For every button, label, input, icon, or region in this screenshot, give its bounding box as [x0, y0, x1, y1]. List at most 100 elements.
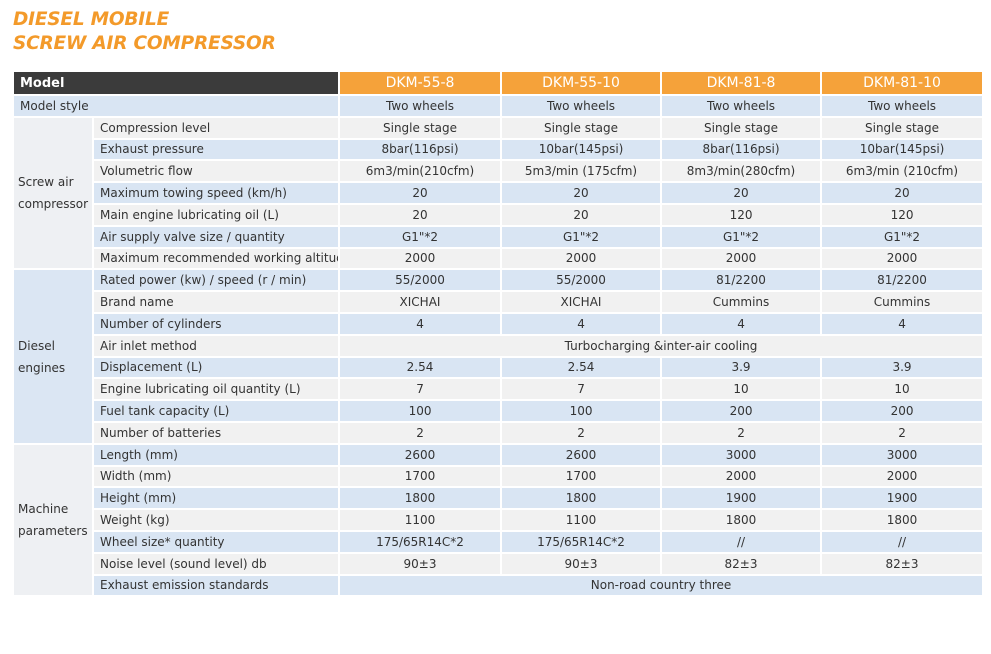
- cell: 120: [660, 202, 823, 227]
- cell: Two wheels: [820, 94, 985, 118]
- cell: 2: [338, 420, 503, 445]
- cell: 2: [660, 420, 823, 445]
- row-label: Exhaust pressure: [91, 137, 341, 162]
- row: Fuel tank capacity (L) 100 100 200 200: [13, 399, 985, 423]
- cell: Single stage: [820, 115, 985, 140]
- cell: 20: [338, 202, 503, 227]
- row-label: Engine lubricating oil quantity (L): [91, 377, 341, 402]
- row: Diesel engines Rated power (kw) / speed (…: [12, 268, 985, 445]
- cell: 100: [500, 399, 663, 423]
- cell: 20: [820, 181, 985, 205]
- row-label: Length (mm): [91, 442, 341, 467]
- cell: 3.9: [660, 355, 823, 380]
- row-label: Air inlet method: [91, 333, 341, 358]
- cell: Cummins: [820, 290, 985, 314]
- cell: //: [820, 529, 985, 554]
- row-label: Number of batteries: [91, 420, 341, 445]
- group-name: Machine parameters: [12, 442, 94, 598]
- cell: G1"*2: [660, 224, 823, 249]
- row-label: Brand name: [91, 290, 341, 314]
- cell: 4: [500, 311, 663, 336]
- cell: 20: [338, 181, 503, 205]
- spec-table: Model DKM-55-8 DKM-55-10 DKM-81-8 DKM-81-10 M…: [11, 70, 985, 598]
- cell: Two wheels: [660, 94, 823, 118]
- row-label: Fuel tank capacity (L): [91, 399, 341, 423]
- title: DIESEL MOBILE SCREW AIR COMPRESSOR: [13, 8, 276, 56]
- cell: 82±3: [820, 551, 985, 576]
- row: Height (mm) 1800 1800 1900 1900: [13, 486, 985, 511]
- row: Air inlet method Turbocharging &inter-air…: [13, 333, 985, 358]
- cell: 20: [500, 181, 663, 205]
- row: Noise level (sound level) db 90±3 90±3 82±3…: [13, 551, 985, 576]
- row: Exhaust pressure 8bar(116psi) 10bar(145psi…: [13, 137, 985, 162]
- row: Model style Two wheels Two wheels Two wheel…: [11, 94, 985, 118]
- row: Maximum recommended working altitude 2000…: [13, 246, 985, 271]
- row-label: Height (mm): [91, 486, 341, 511]
- cell: G1"*2: [500, 224, 663, 249]
- cell: 1100: [500, 508, 663, 532]
- cell: 175/65R14C*2: [500, 529, 663, 554]
- row-label: Displacement (L): [91, 355, 341, 380]
- cell: 1800: [500, 486, 663, 511]
- cell: 55/2000: [500, 268, 663, 293]
- table-body: Model DKM-55-8 DKM-55-10 DKM-81-8 DKM-81-10 M…: [11, 70, 985, 598]
- cell: Two wheels: [338, 94, 503, 118]
- row: Number of batteries 2 2 2 2: [13, 420, 985, 445]
- cell: Non-road country three: [338, 573, 985, 598]
- cell: G1"*2: [338, 224, 503, 249]
- row-label: Noise level (sound level) db: [91, 551, 341, 576]
- cell: 8bar(116psi): [660, 137, 823, 162]
- cell: 1800: [338, 486, 503, 511]
- row-label: Model style: [11, 94, 341, 118]
- cell: 2600: [338, 442, 503, 467]
- row: Wheel size* quantity 175/65R14C*2 175/65R1…: [13, 529, 985, 554]
- cell: 6m3/min(210cfm): [338, 159, 503, 184]
- cell: 1700: [500, 464, 663, 489]
- row-label: Wheel size* quantity: [91, 529, 341, 554]
- cell: Single stage: [660, 115, 823, 140]
- cell: G1"*2: [820, 224, 985, 249]
- row-label: Compression level: [91, 115, 341, 140]
- cell: 1900: [820, 486, 985, 511]
- cell: XICHAI: [338, 290, 503, 314]
- cell: 1900: [660, 486, 823, 511]
- row-label: Number of cylinders: [91, 311, 341, 336]
- group-name: Screw air compressor: [12, 115, 94, 271]
- row-label: Maximum recommended working altitude: [91, 246, 341, 271]
- row-label: Width (mm): [91, 464, 341, 489]
- cell: 2000: [660, 464, 823, 489]
- cell: 175/65R14C*2: [338, 529, 503, 554]
- title-line: DIESEL MOBILE: [13, 9, 170, 30]
- row-label: Exhaust emission standards: [91, 573, 341, 598]
- row-label: Rated power (kw) / speed (r / min): [91, 268, 341, 293]
- model-name: DKM-81-8: [660, 70, 823, 96]
- cell: 4: [338, 311, 503, 336]
- cell: 2.54: [338, 355, 503, 380]
- cell: 55/2000: [338, 268, 503, 293]
- cell: 4: [660, 311, 823, 336]
- header-label: Model: [11, 70, 341, 96]
- row: Brand name XICHAI XICHAI Cummins Cummins: [13, 290, 985, 314]
- row-label: Air supply valve size / quantity: [91, 224, 341, 249]
- row-label: Volumetric flow: [91, 159, 341, 184]
- model-name: DKM-55-10: [500, 70, 663, 96]
- cell: 10: [820, 377, 985, 402]
- cell: 10: [660, 377, 823, 402]
- cell: 2000: [500, 246, 663, 271]
- cell: Single stage: [338, 115, 503, 140]
- model-name: DKM-55-8: [338, 70, 503, 96]
- cell: Cummins: [660, 290, 823, 314]
- cell: Turbocharging &inter-air cooling: [338, 333, 985, 358]
- title-line: SCREW AIR COMPRESSOR: [13, 33, 276, 54]
- model-name: DKM-81-10: [820, 70, 985, 96]
- cell: 4: [820, 311, 985, 336]
- cell: 7: [500, 377, 663, 402]
- cell: XICHAI: [500, 290, 663, 314]
- row: Volumetric flow 6m3/min(210cfm) 5m3/min (1…: [13, 159, 985, 184]
- cell: 3000: [660, 442, 823, 467]
- cell: 10bar(145psi): [500, 137, 663, 162]
- cell: 6m3/min (210cfm): [820, 159, 985, 184]
- row: Maximum towing speed (km/h) 20 20 20 20: [13, 181, 985, 205]
- row: Machine parameters Length (mm) 2600 2600 300…: [12, 442, 985, 598]
